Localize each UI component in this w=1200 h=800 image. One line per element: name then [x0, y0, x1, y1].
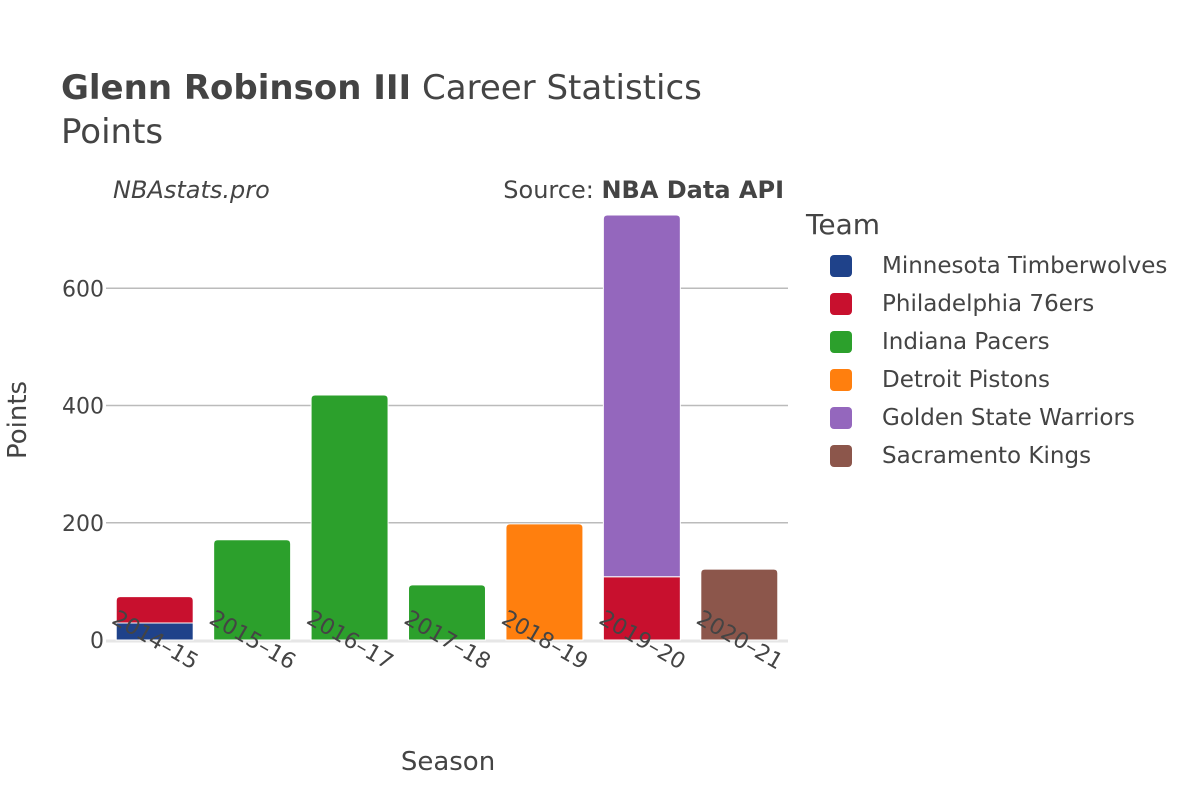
chart-title: Glenn Robinson III Career Statistics — [61, 68, 702, 108]
y-tick-label: 400 — [62, 395, 104, 420]
legend-swatch — [830, 369, 852, 391]
legend-swatch — [830, 331, 852, 353]
bar-segment — [505, 523, 584, 641]
bar-segment — [115, 596, 194, 624]
legend-swatch — [830, 293, 852, 315]
legend-item[interactable]: Sacramento Kings — [806, 437, 1167, 475]
legend-item[interactable]: Minnesota Timberwolves — [806, 247, 1167, 285]
bar-segment — [213, 539, 292, 641]
bar-segment — [700, 568, 779, 641]
y-tick-label: 200 — [62, 512, 104, 537]
legend-label: Golden State Warriors — [882, 405, 1135, 431]
legend-label: Sacramento Kings — [882, 443, 1092, 469]
y-tick-label: 0 — [90, 629, 104, 654]
bar-segment — [602, 214, 681, 578]
legend-label: Philadelphia 76ers — [882, 291, 1095, 317]
chart-subtitle: Points — [61, 112, 164, 152]
legend-item[interactable]: Indiana Pacers — [806, 323, 1167, 361]
legend-swatch — [830, 255, 852, 277]
title-rest: Career Statistics — [422, 68, 702, 108]
player-name: Glenn Robinson III — [61, 68, 412, 108]
y-axis-title: Points — [3, 381, 33, 459]
legend-label: Detroit Pistons — [882, 367, 1051, 393]
bar-segment — [408, 584, 486, 641]
legend-label: Minnesota Timberwolves — [882, 253, 1168, 279]
x-axis-title: Season — [401, 747, 495, 777]
source-name: NBA Data API — [601, 176, 784, 204]
source-prefix: Source: — [503, 176, 594, 204]
legend-item[interactable]: Philadelphia 76ers — [806, 285, 1167, 323]
y-tick-label: 600 — [62, 277, 104, 302]
legend-title: Team — [806, 208, 881, 241]
watermark: NBAstats.pro — [113, 176, 270, 204]
legend-swatch — [830, 407, 852, 429]
legend-swatch — [830, 445, 852, 467]
legend-item[interactable]: Golden State Warriors — [806, 399, 1167, 437]
bar-segment — [310, 394, 389, 641]
legend-item[interactable]: Detroit Pistons — [806, 361, 1167, 399]
legend-label: Indiana Pacers — [882, 329, 1050, 355]
legend: Team Minnesota Timberwolves Philadelphia … — [806, 208, 1167, 475]
source-credit: Source: NBA Data API — [503, 176, 784, 204]
